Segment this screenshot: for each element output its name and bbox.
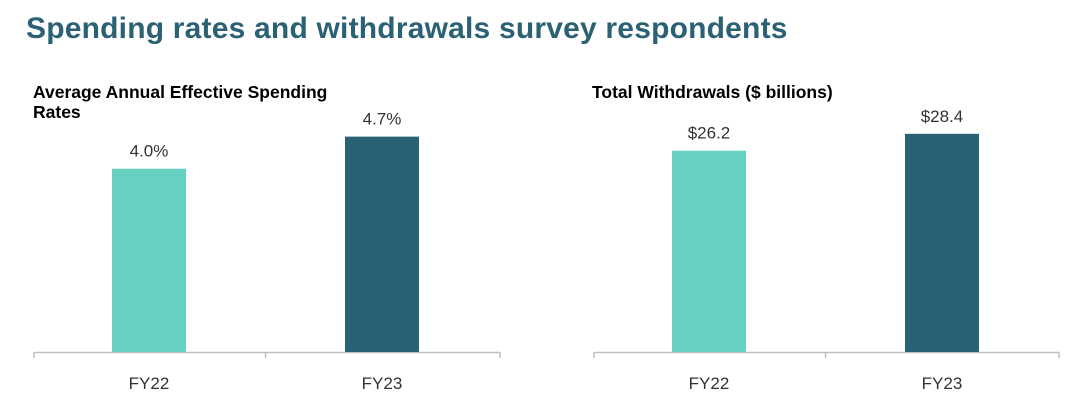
chart-title-withdrawals: Total Withdrawals ($ billions) [592,82,833,102]
chart-title-spending-rates: Average Annual Effective Spending Rates [33,82,328,122]
data-label-fy23: 4.7% [363,110,402,129]
category-label-fy23: FY23 [362,374,403,393]
data-label-fy22: 4.0% [130,142,169,161]
category-label-fy22: FY22 [689,374,730,393]
withdrawals-chart: $26.2 FY22 $28.4 FY23 [593,107,1060,393]
category-label-fy22: FY22 [129,374,170,393]
data-label-fy22: $26.2 [688,124,731,143]
page-title: Spending rates and withdrawals survey re… [26,12,788,45]
category-label-fy23: FY23 [922,374,963,393]
bar-fy23 [345,136,419,352]
spending-rates-chart: 4.0% FY22 4.7% FY23 [33,110,501,393]
data-label-fy23: $28.4 [921,107,964,126]
bar-fy23 [905,133,979,352]
bar-fy22 [112,168,186,352]
bar-fy22 [672,150,746,352]
